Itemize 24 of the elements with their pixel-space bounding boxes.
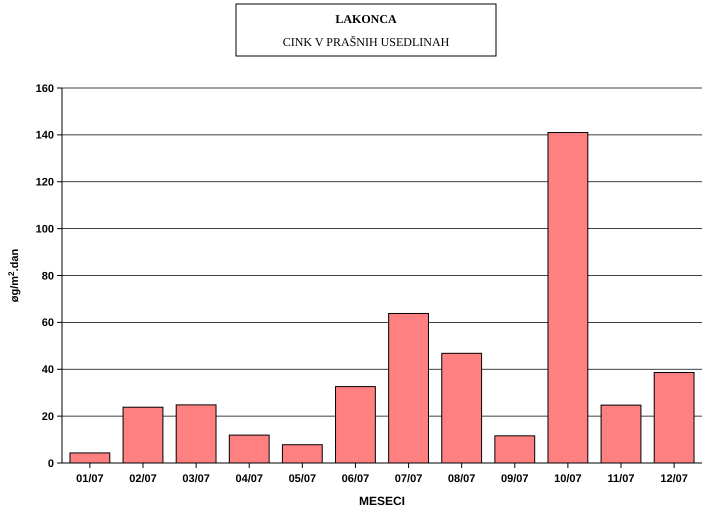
x-tick-label: 10/07	[554, 473, 582, 485]
y-tick-label: 40	[42, 364, 54, 376]
x-tick-label: 02/07	[129, 473, 157, 485]
x-tick-label: 11/07	[608, 473, 634, 485]
y-tick-label: 60	[42, 317, 54, 330]
y-tick-label: 80	[42, 270, 54, 282]
x-tick-label: 03/07	[182, 473, 210, 485]
x-tick-label: 04/07	[235, 473, 263, 485]
x-tick-label: 09/07	[501, 473, 529, 485]
x-tick-label: 05/07	[288, 473, 316, 485]
y-tick-label: 20	[42, 410, 54, 423]
chart-title: LAKONCA	[335, 12, 397, 26]
y-tick-label: 140	[36, 130, 54, 142]
x-tick-label: 07/07	[394, 473, 422, 485]
x-tick-label: 12/07	[660, 473, 688, 485]
x-tick-label: 01/07	[76, 473, 104, 485]
y-tick-label: 120	[36, 176, 54, 189]
x-axis-title: MESECI	[358, 494, 406, 508]
y-tick-label: 160	[36, 82, 54, 95]
y-tick-label: 100	[36, 223, 54, 236]
chart-subtitle: CINK V PRAŠNIH USEDLINAH	[282, 35, 450, 49]
x-tick-label: 06/07	[342, 473, 370, 485]
y-tick-label: 0	[48, 458, 54, 470]
x-tick-label: 08/07	[448, 473, 476, 485]
